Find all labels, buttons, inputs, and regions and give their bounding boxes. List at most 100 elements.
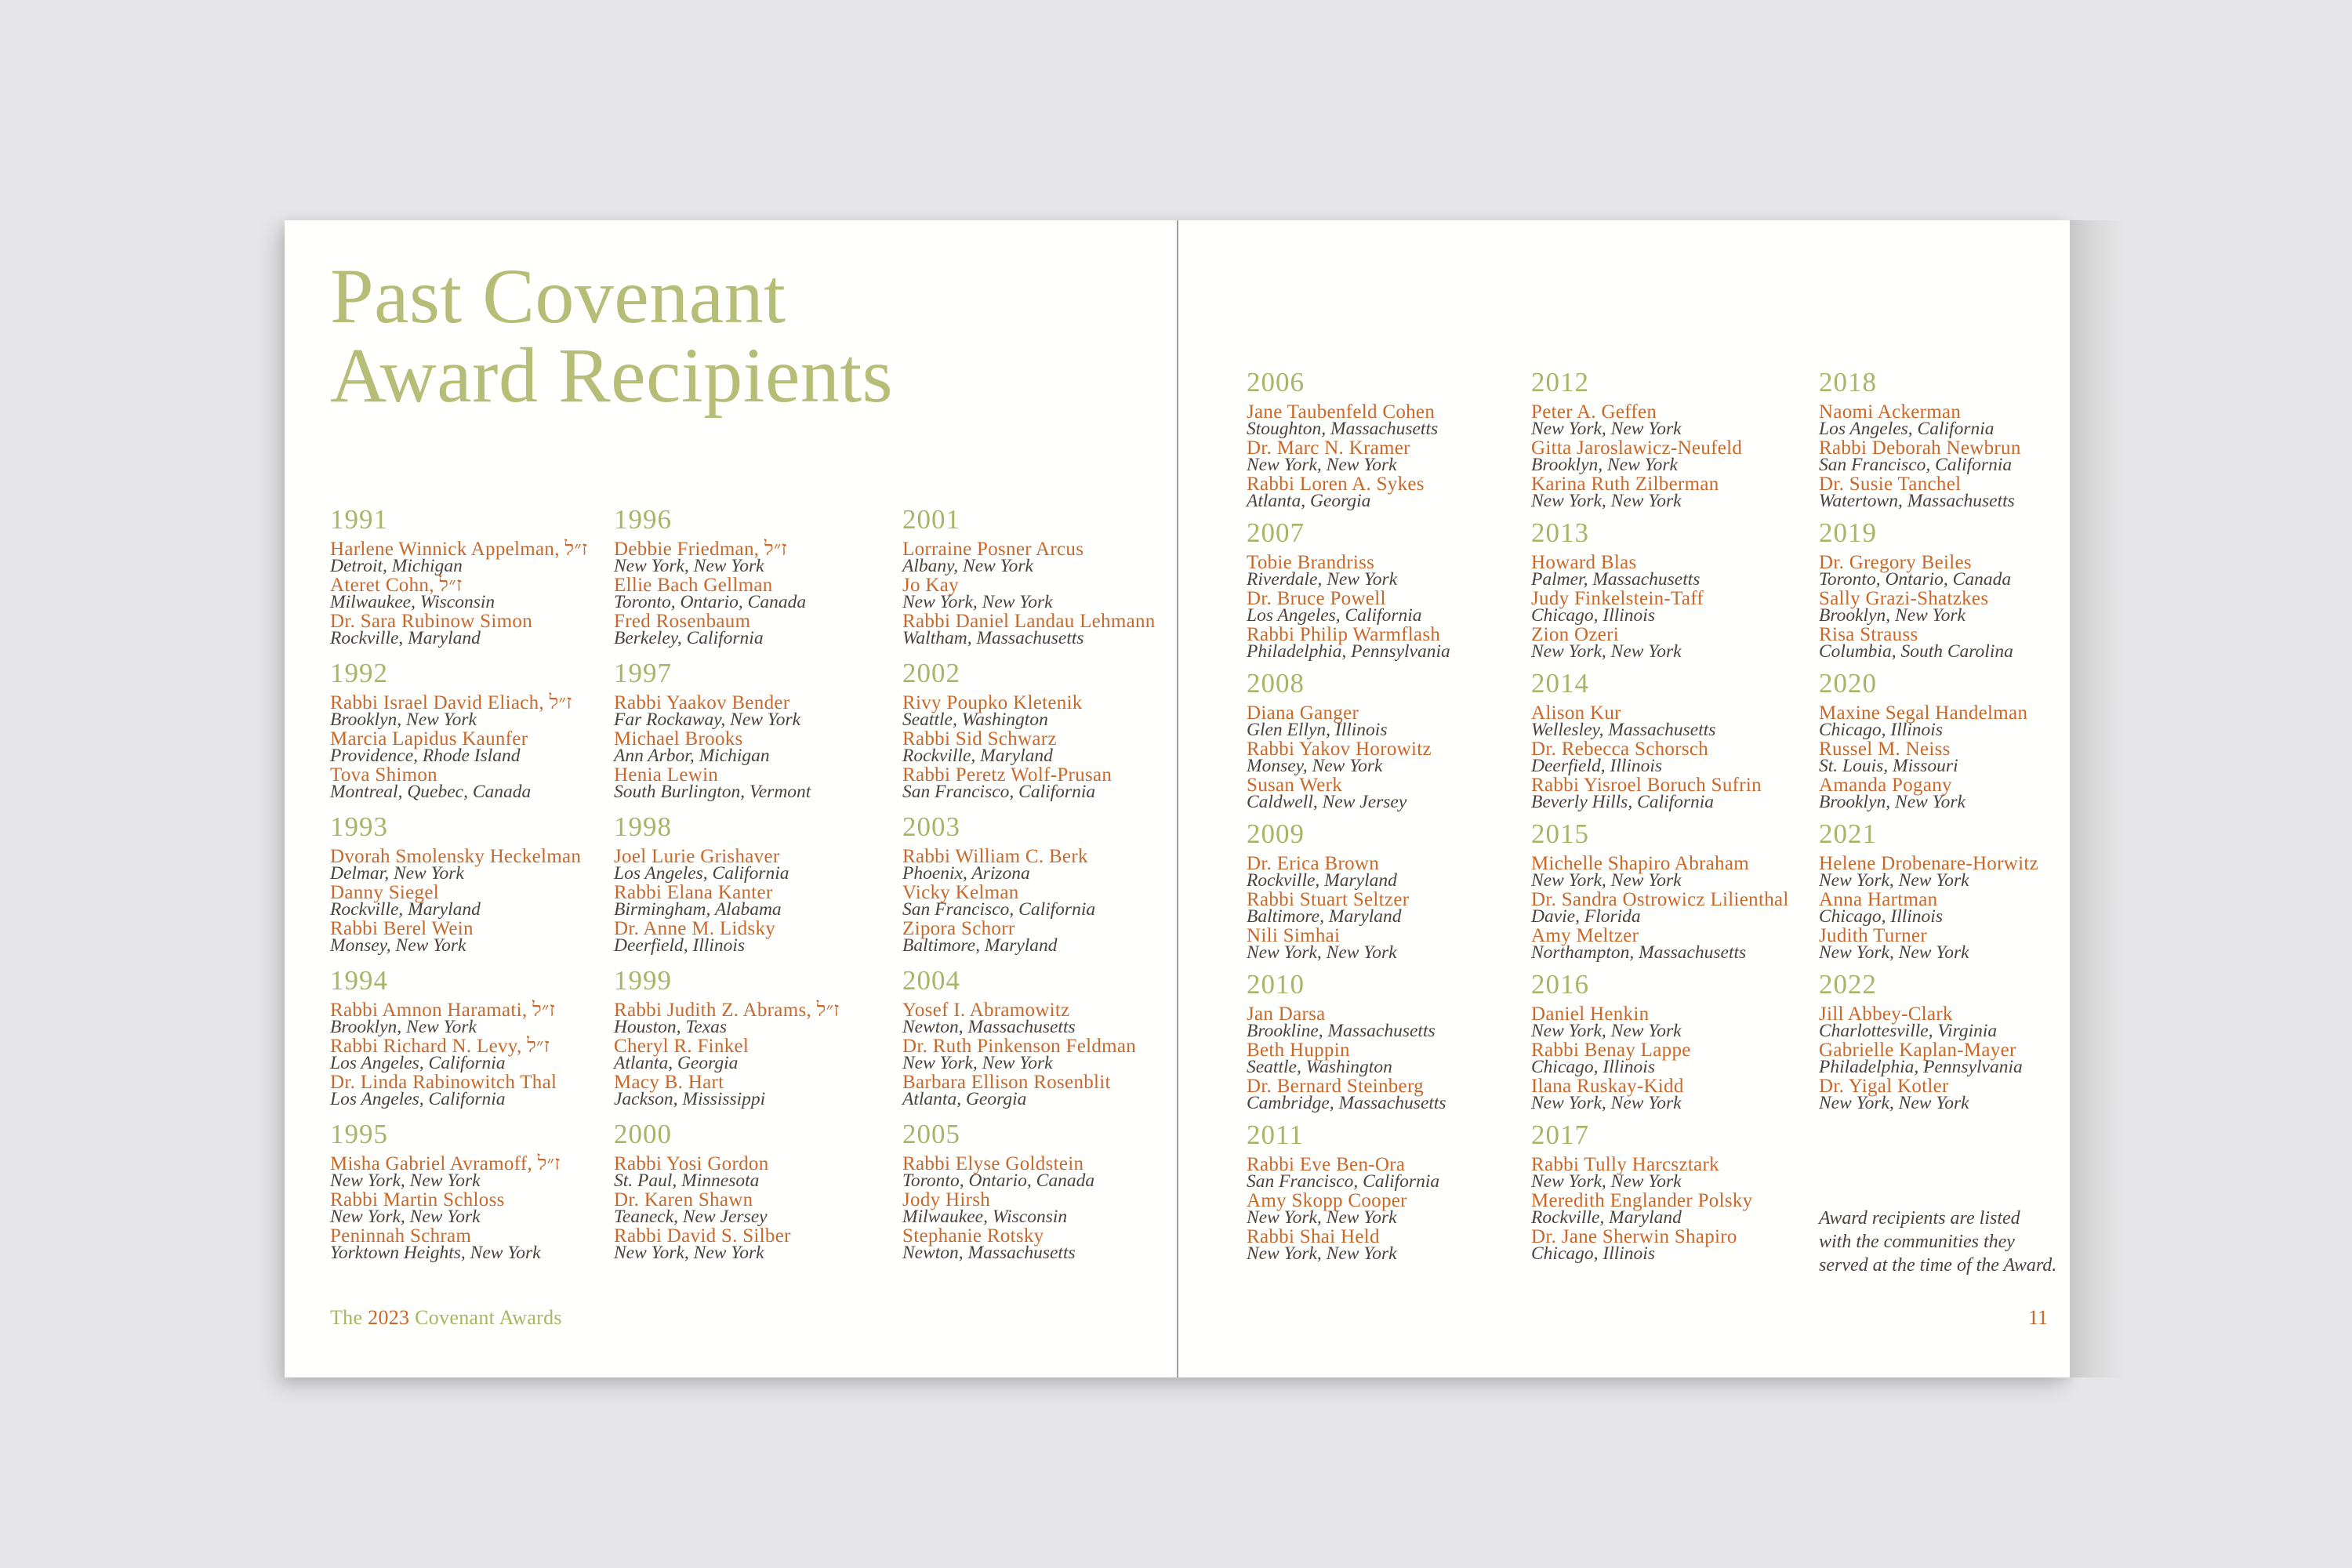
recipient-entry: Dr. Ruth Pinkenson Feldman New York, New … xyxy=(902,1036,1169,1073)
recipient-location: New York, New York xyxy=(1819,942,1969,963)
recipient-entry: Rabbi Tully Harcsztark New York, New York xyxy=(1531,1154,1798,1191)
recipient-location: Rockville, Maryland xyxy=(902,746,1053,766)
recipient-entry: Dvorah Smolensky Heckelman Delmar, New Yo… xyxy=(330,847,597,883)
recipient-name: Tova Shimon xyxy=(330,764,437,786)
recipient-entry: Meredith Englander Polsky Rockville, Mary… xyxy=(1531,1191,1798,1227)
recipient-name: Dr. Rebecca Schorsch xyxy=(1531,739,1709,760)
recipient-entry: Alison Kur Wellesley, Massachusetts xyxy=(1531,703,1798,739)
recipient-location: Ann Arbor, Michigan xyxy=(614,746,770,766)
recipient-name: Maxine Segal Handelman xyxy=(1819,702,2028,724)
recipient-location: Baltimore, Maryland xyxy=(1247,906,1402,927)
recipient-location: Toronto, Ontario, Canada xyxy=(902,1171,1095,1191)
recipient-name: Macy B. Hart xyxy=(614,1072,724,1093)
booklet-spread: Past Covenant Award Recipients 1991 Harle… xyxy=(285,220,2125,1377)
recipient-entry: Rabbi Berel Wein Monsey, New York xyxy=(330,919,597,955)
recipient-entry: Rabbi Martin Schloss New York, New York xyxy=(330,1190,597,1226)
recipient-name: Karina Ruth Zilberman xyxy=(1531,474,1719,495)
year-group-2002: 2002 Rivy Poupko Kletenik Seattle, Washing… xyxy=(902,659,1169,801)
recipient-entry: Gitta Jaroslawicz-Neufeld Brooklyn, New Y… xyxy=(1531,437,1798,474)
award-note-line: with the communities they xyxy=(1819,1232,2015,1252)
year-heading: 2014 xyxy=(1531,668,1589,699)
year-heading: 2011 xyxy=(1247,1120,1304,1150)
recipient-location: New York, New York xyxy=(330,1171,481,1191)
recipient-name: Rabbi William C. Berk xyxy=(902,846,1088,867)
year-group-2000: 2000 Rabbi Yosi Gordon St. Paul, Minnesota… xyxy=(614,1119,880,1262)
year-group-2019: 2019 Dr. Gregory Beiles Toronto, Ontario, … xyxy=(1819,519,2085,661)
recipient-location: Cambridge, Massachusetts xyxy=(1247,1093,1446,1113)
recipient-entry: Rabbi Stuart Seltzer Baltimore, Maryland xyxy=(1247,890,1513,927)
recipient-entry: Risa Strauss Columbia, South Carolina xyxy=(1819,625,2085,661)
recipient-name: Rabbi Tully Harcsztark xyxy=(1531,1154,1719,1175)
recipient-name: Gitta Jaroslawicz-Neufeld xyxy=(1531,437,1743,459)
recipient-entry: Peter A. Geffen New York, New York xyxy=(1531,402,1798,439)
recipient-location: New York, New York xyxy=(1531,419,1682,439)
recipient-location: Chicago, Illinois xyxy=(1819,906,1943,927)
recipient-name: Rabbi Yaakov Bender xyxy=(614,692,790,713)
recipient-name: Rabbi Yakov Horowitz xyxy=(1247,739,1432,760)
recipient-name: Lorraine Posner Arcus xyxy=(902,539,1084,560)
recipient-entry: Zion Ozeri New York, New York xyxy=(1531,625,1798,661)
recipient-name: Rabbi Deborah Newbrun xyxy=(1819,437,2021,459)
recipient-entry: Michelle Shapiro Abraham New York, New Yo… xyxy=(1531,854,1798,890)
recipient-location: San Francisco, California xyxy=(1247,1171,1440,1192)
recipient-name: Judy Finkelstein-Taff xyxy=(1531,588,1704,609)
recipient-name: Amanda Pogany xyxy=(1819,775,1952,796)
page-number: 11 xyxy=(2027,1306,2048,1329)
year-heading: 2021 xyxy=(1819,818,1877,849)
recipient-name: Fred Rosenbaum xyxy=(614,611,751,632)
recipient-entry: Rabbi Elyse Goldstein Toronto, Ontario, C… xyxy=(902,1154,1169,1191)
footer-imprint-prefix: The xyxy=(330,1306,363,1329)
recipient-name: Helene Drobenare-Horwitz xyxy=(1819,853,2038,874)
year-heading: 2000 xyxy=(614,1119,672,1149)
recipient-entry: Rabbi Yakov Horowitz Monsey, New York xyxy=(1247,739,1513,776)
recipient-entry: Amy Skopp Cooper New York, New York xyxy=(1247,1191,1513,1227)
recipient-location: Monsey, New York xyxy=(1247,756,1383,776)
recipient-entry: Diana Ganger Glen Ellyn, Illinois xyxy=(1247,702,1513,739)
recipient-entry: Fred Rosenbaum Berkeley, California xyxy=(614,611,880,648)
recipient-name: Jan Darsa xyxy=(1247,1004,1326,1025)
year-heading: 1997 xyxy=(614,658,672,688)
recipient-name: Barbara Ellison Rosenblit xyxy=(902,1072,1111,1093)
recipient-entry: Dr. Karen Shawn Teaneck, New Jersey xyxy=(614,1190,880,1227)
recipient-location: Watertown, Massachusetts xyxy=(1819,491,2015,511)
right-page xyxy=(1177,220,2071,1377)
recipient-location: New York, New York xyxy=(1247,942,1397,963)
recipient-location: Los Angeles, California xyxy=(1247,605,1422,626)
recipient-location: Rockville, Maryland xyxy=(330,628,481,648)
recipient-entry: Henia Lewin South Burlington, Vermont xyxy=(614,764,880,801)
recipient-entry: Dr. Rebecca Schorsch Deerfield, Illinois xyxy=(1531,739,1798,775)
recipient-location: Milwaukee, Wisconsin xyxy=(330,592,495,612)
recipient-location: Newton, Massachusetts xyxy=(902,1243,1076,1263)
recipients-column-1996-2000: 1996 Debbie Friedman, ז״ל New York, New Yo… xyxy=(614,506,880,1274)
recipient-location: Teaneck, New Jersey xyxy=(614,1207,768,1227)
recipient-location: Yorktown Heights, New York xyxy=(330,1243,541,1263)
year-group-1996: 1996 Debbie Friedman, ז״ל New York, New Yo… xyxy=(614,506,880,648)
recipient-entry: Yosef I. Abramowitz Newton, Massachusetts xyxy=(902,1000,1169,1036)
recipient-entry: Rabbi Sid Schwarz Rockville, Maryland xyxy=(902,729,1169,766)
recipient-location: Seattle, Washington xyxy=(1247,1057,1392,1077)
recipient-name: Anna Hartman xyxy=(1819,889,1938,910)
year-heading: 2012 xyxy=(1531,367,1589,397)
recipient-entry: Rabbi Eve Ben-Ora San Francisco, Californ… xyxy=(1247,1154,1513,1192)
recipient-entry: Zipora Schorr Baltimore, Maryland xyxy=(902,918,1169,956)
recipient-location: Charlottesville, Virginia xyxy=(1819,1021,1998,1041)
recipient-entry: Dr. Bernard Steinberg Cambridge, Massachu… xyxy=(1247,1076,1513,1113)
recipient-entry: Ateret Cohn, ז״ל Milwaukee, Wisconsin xyxy=(330,575,597,612)
recipient-location: San Francisco, California xyxy=(1819,455,2013,475)
recipient-location: Baltimore, Maryland xyxy=(902,935,1058,956)
year-group-1992: 1992 Rabbi Israel David Eliach, ז״ל Brookl… xyxy=(330,659,597,801)
year-heading: 2009 xyxy=(1247,818,1305,849)
recipient-location: Davie, Florida xyxy=(1531,906,1641,927)
recipient-entry: Jane Taubenfeld Cohen Stoughton, Massachu… xyxy=(1247,401,1513,438)
recipient-location: New York, New York xyxy=(1819,870,1969,891)
recipient-name: Henia Lewin xyxy=(614,764,719,786)
year-group-2005: 2005 Rabbi Elyse Goldstein Toronto, Ontari… xyxy=(902,1120,1169,1263)
recipient-name: Rabbi Yosi Gordon xyxy=(614,1153,769,1174)
recipient-name: Diana Ganger xyxy=(1247,702,1359,724)
recipient-name: Jane Taubenfeld Cohen xyxy=(1247,401,1436,423)
recipient-name: Rabbi Eve Ben-Ora xyxy=(1247,1154,1406,1175)
year-group-1993: 1993 Dvorah Smolensky Heckelman Delmar, Ne… xyxy=(330,813,597,955)
recipient-name: Zipora Schorr xyxy=(902,918,1015,939)
year-group-2020: 2020 Maxine Segal Handelman Chicago, Illin… xyxy=(1819,670,2085,811)
